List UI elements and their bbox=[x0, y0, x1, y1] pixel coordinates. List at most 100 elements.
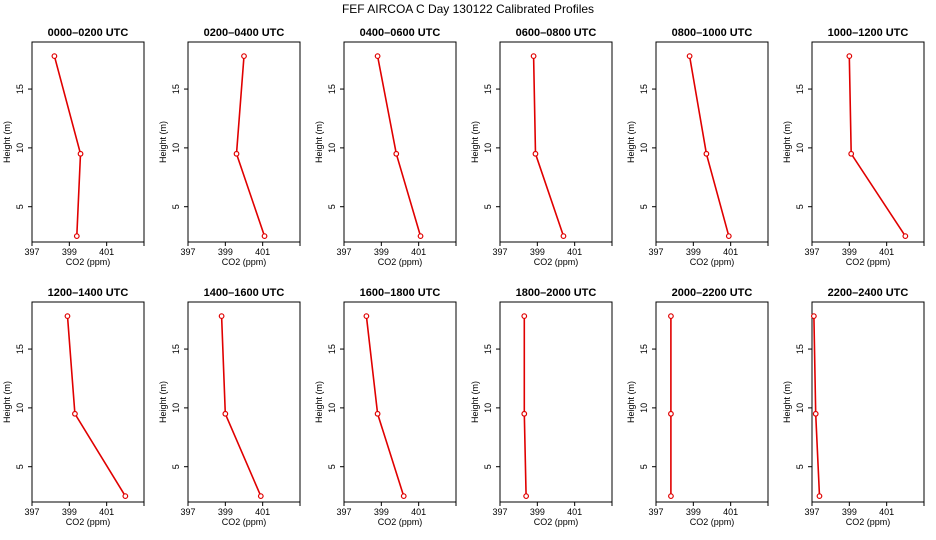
x-tick-label: 401 bbox=[255, 507, 270, 517]
plot-frame bbox=[499, 41, 613, 243]
data-point bbox=[532, 150, 539, 157]
y-tick-label: 5 bbox=[639, 204, 649, 209]
y-tick-label: 5 bbox=[795, 204, 805, 209]
x-tick-label: 401 bbox=[879, 507, 894, 517]
profile-line bbox=[53, 55, 82, 237]
data-point bbox=[261, 233, 268, 240]
profile-line bbox=[523, 316, 527, 497]
plot-frame bbox=[187, 301, 301, 503]
data-point bbox=[686, 53, 693, 60]
x-tick-label: 397 bbox=[336, 507, 351, 517]
y-tick-label: 5 bbox=[483, 464, 493, 469]
data-point bbox=[521, 313, 528, 320]
y-axis-label: Height (m) bbox=[626, 381, 636, 423]
y-tick-label: 10 bbox=[171, 143, 181, 153]
y-tick-label: 5 bbox=[327, 204, 337, 209]
x-axis-label: CO2 (ppm) bbox=[846, 517, 891, 527]
panel-title: 0200–0400 UTC bbox=[204, 27, 285, 39]
y-tick-label: 10 bbox=[795, 403, 805, 413]
panel-10: 1800–2000 UTC 397 399 401 5 10 15 CO2 (ppm) Heig… bbox=[470, 287, 613, 527]
y-axis-label: Height (m) bbox=[782, 121, 792, 163]
y-tick-label: 5 bbox=[795, 464, 805, 469]
y-tick-label: 5 bbox=[171, 464, 181, 469]
panel-11: 2000–2200 UTC 397 399 401 5 10 15 CO2 (ppm) Heig… bbox=[626, 287, 769, 527]
y-tick-label: 10 bbox=[483, 403, 493, 413]
profile-line bbox=[813, 316, 821, 497]
y-tick-label: 10 bbox=[171, 403, 181, 413]
y-tick-label: 15 bbox=[639, 344, 649, 354]
data-point bbox=[668, 313, 674, 320]
y-tick-label: 10 bbox=[327, 143, 337, 153]
x-tick-label: 399 bbox=[62, 247, 77, 257]
y-tick-label: 15 bbox=[171, 84, 181, 94]
x-tick-label: 399 bbox=[686, 507, 701, 517]
plot-frame bbox=[31, 301, 145, 503]
x-tick-label: 397 bbox=[180, 507, 195, 517]
x-axis-label: CO2 (ppm) bbox=[378, 257, 423, 267]
panel-12: 2200–2400 UTC 397 399 401 5 10 15 CO2 (ppm) Heig… bbox=[782, 287, 925, 527]
data-point bbox=[848, 150, 855, 157]
data-point bbox=[521, 410, 528, 417]
x-axis-label: CO2 (ppm) bbox=[846, 257, 891, 267]
x-tick-label: 397 bbox=[24, 507, 39, 517]
x-tick-label: 397 bbox=[804, 507, 819, 517]
x-tick-label: 401 bbox=[411, 247, 426, 257]
panel-3: 0400–0600 UTC 397 399 401 5 10 15 CO2 (ppm) Heig… bbox=[314, 27, 457, 267]
plot-frame bbox=[31, 41, 145, 243]
y-axis-label: Height (m) bbox=[470, 381, 480, 423]
x-tick-label: 401 bbox=[99, 247, 114, 257]
data-point bbox=[222, 410, 229, 417]
y-tick-label: 15 bbox=[15, 344, 25, 354]
x-tick-label: 397 bbox=[336, 247, 351, 257]
x-tick-label: 401 bbox=[567, 247, 582, 257]
x-tick-label: 401 bbox=[99, 507, 114, 517]
y-tick-label: 10 bbox=[483, 143, 493, 153]
plot-frame bbox=[811, 41, 925, 243]
x-axis-label: CO2 (ppm) bbox=[222, 257, 267, 267]
data-point bbox=[523, 493, 530, 500]
panel-title: 0800–1000 UTC bbox=[672, 27, 753, 39]
x-tick-label: 397 bbox=[648, 247, 663, 257]
profile-line bbox=[848, 56, 906, 237]
data-point bbox=[560, 233, 567, 240]
profile-line bbox=[66, 316, 126, 497]
plot-frame bbox=[499, 301, 613, 503]
y-tick-label: 15 bbox=[483, 84, 493, 94]
profile-line bbox=[220, 316, 262, 497]
panel-title: 0400–0600 UTC bbox=[360, 27, 441, 39]
plot-frame bbox=[343, 301, 457, 503]
panel-title: 0600–0800 UTC bbox=[516, 27, 597, 39]
y-tick-label: 5 bbox=[639, 464, 649, 469]
y-axis-label: Height (m) bbox=[2, 381, 12, 423]
plot-frame bbox=[187, 41, 301, 243]
profile-line bbox=[365, 316, 405, 497]
data-point bbox=[846, 53, 853, 60]
panel-title: 1600–1800 UTC bbox=[360, 287, 441, 299]
data-point bbox=[400, 493, 407, 500]
x-axis-label: CO2 (ppm) bbox=[690, 517, 735, 527]
panel-7: 1200–1400 UTC 397 399 401 5 10 15 CO2 (ppm) Heig… bbox=[2, 287, 145, 527]
panel-title: 2200–2400 UTC bbox=[828, 287, 909, 299]
data-point bbox=[374, 410, 381, 417]
y-tick-label: 15 bbox=[483, 344, 493, 354]
x-axis-label: CO2 (ppm) bbox=[378, 517, 423, 527]
plot-frame bbox=[811, 301, 925, 503]
y-axis-label: Height (m) bbox=[158, 121, 168, 163]
panel-title: 1400–1600 UTC bbox=[204, 287, 285, 299]
data-point bbox=[668, 410, 674, 417]
data-point bbox=[530, 53, 537, 60]
x-tick-label: 397 bbox=[492, 247, 507, 257]
y-tick-label: 5 bbox=[171, 204, 181, 209]
panel-title: 1800–2000 UTC bbox=[516, 287, 597, 299]
data-point bbox=[668, 493, 674, 500]
x-tick-label: 399 bbox=[530, 247, 545, 257]
x-tick-label: 401 bbox=[879, 247, 894, 257]
panel-1: 0000–0200 UTC 397 399 401 5 10 15 CO2 (ppm) Heig… bbox=[2, 27, 145, 267]
data-point bbox=[64, 313, 71, 320]
chart-title: FEF AIRCOA C Day 130122 Calibrated Profi… bbox=[341, 2, 595, 16]
y-axis-label: Height (m) bbox=[626, 121, 636, 163]
data-point bbox=[902, 233, 909, 240]
x-tick-label: 399 bbox=[374, 507, 389, 517]
y-tick-label: 15 bbox=[639, 84, 649, 94]
data-point bbox=[51, 53, 58, 60]
